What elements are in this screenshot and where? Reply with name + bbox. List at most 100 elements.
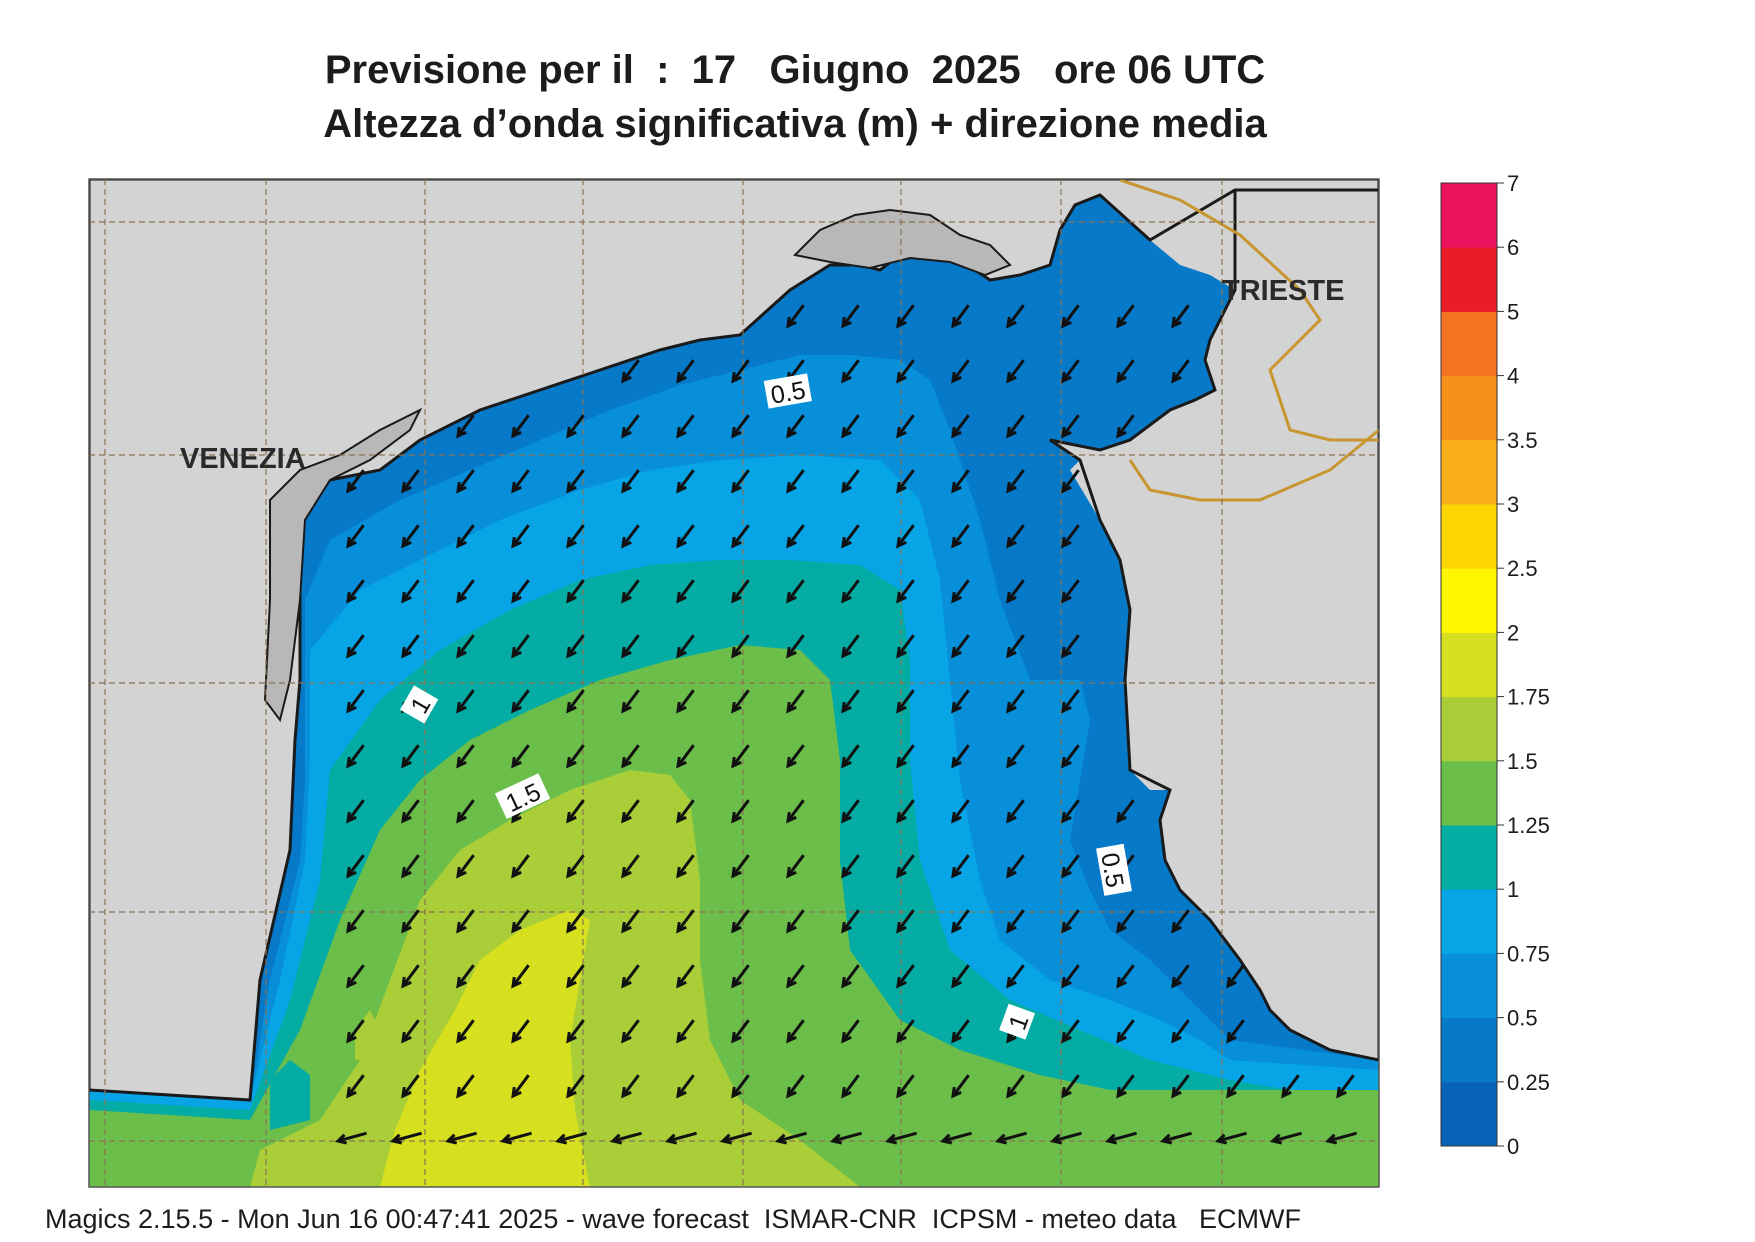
direction-arrow (841, 964, 860, 989)
direction-arrow (511, 854, 530, 879)
direction-arrow (786, 304, 805, 329)
direction-arrow (841, 359, 860, 384)
direction-arrow (786, 634, 805, 659)
direction-arrow (621, 854, 640, 879)
direction-arrow (621, 359, 640, 384)
colorbar-swatch (1441, 953, 1497, 1019)
direction-arrow (731, 634, 750, 659)
city-label-venezia: VENEZIA (180, 443, 306, 475)
istria-land (1049, 179, 1379, 1062)
direction-arrow (346, 524, 365, 549)
colorbar-swatch (1441, 1081, 1497, 1147)
direction-arrow (731, 359, 750, 384)
direction-arrow (621, 579, 640, 604)
direction-arrow (786, 689, 805, 714)
direction-arrow (1006, 579, 1025, 604)
direction-arrow (676, 689, 695, 714)
contour-label-text: 0.5 (769, 376, 808, 410)
direction-arrow (841, 799, 860, 824)
direction-arrow (401, 744, 420, 769)
direction-arrow (676, 854, 695, 879)
colorbar-swatch (1441, 375, 1497, 441)
direction-arrow (1006, 689, 1025, 714)
direction-arrow (456, 1074, 475, 1099)
direction-arrow (951, 854, 970, 879)
direction-arrow (731, 1074, 750, 1099)
direction-arrow (896, 1019, 915, 1044)
direction-arrow (1006, 359, 1025, 384)
direction-arrow (896, 359, 915, 384)
direction-arrow (896, 689, 915, 714)
direction-arrow (566, 524, 585, 549)
direction-arrow (1226, 1019, 1245, 1044)
direction-arrow (1061, 579, 1080, 604)
direction-arrow (621, 1074, 640, 1099)
direction-arrow (1116, 799, 1135, 824)
direction-arrow (951, 634, 970, 659)
direction-arrow (1061, 359, 1080, 384)
direction-arrow (786, 964, 805, 989)
direction-arrow (456, 634, 475, 659)
direction-arrow (676, 964, 695, 989)
direction-arrow (1116, 964, 1135, 989)
border-line (1119, 179, 1379, 502)
direction-arrow (786, 579, 805, 604)
colorbar-swatch (1441, 825, 1497, 890)
direction-arrow (896, 414, 915, 439)
venice-lagoon (263, 407, 423, 723)
direction-arrow (896, 469, 915, 494)
direction-arrow (951, 1019, 970, 1044)
direction-arrow (786, 414, 805, 439)
direction-arrow (1061, 1074, 1080, 1099)
colorbar-tick-label: 3 (1507, 492, 1519, 517)
direction-arrow (1159, 1131, 1192, 1145)
direction-arrow (621, 964, 640, 989)
direction-arrow (841, 744, 860, 769)
direction-arrow (456, 744, 475, 769)
direction-arrow (1006, 304, 1025, 329)
marsh (792, 208, 1012, 277)
direction-arrow (1214, 1131, 1247, 1145)
direction-arrow (841, 1019, 860, 1044)
colorbar-swatch (1441, 568, 1497, 633)
direction-arrow (1006, 909, 1025, 934)
direction-arrow (1061, 414, 1080, 439)
lagoon (270, 1060, 310, 1130)
colorbar-tick-label: 1.5 (1507, 749, 1538, 774)
direction-arrow (1006, 964, 1025, 989)
direction-arrow (346, 579, 365, 604)
title-line-1: Previsione per il : 17 Giugno 2025 ore 0… (324, 48, 1266, 92)
contour-label-text: 0.5 (1095, 851, 1129, 890)
direction-arrow (346, 634, 365, 659)
direction-arrow (664, 1131, 697, 1145)
direction-arrow (676, 1074, 695, 1099)
direction-arrow (566, 634, 585, 659)
direction-arrow (456, 414, 475, 439)
direction-arrow (1104, 1131, 1137, 1145)
colorbar-tick-label: 0.75 (1507, 941, 1550, 966)
direction-arrow (456, 909, 475, 934)
map-frame (88, 178, 1380, 1188)
direction-arrow (621, 524, 640, 549)
direction-arrow (456, 469, 475, 494)
direction-arrow (884, 1131, 917, 1145)
direction-arrow (841, 469, 860, 494)
colorbar-tick-label: 0.25 (1507, 1070, 1550, 1095)
direction-arrow (621, 469, 640, 494)
direction-arrow (896, 304, 915, 329)
direction-arrow (786, 1019, 805, 1044)
direction-arrow (401, 854, 420, 879)
contour-label: 0.5 (763, 373, 812, 410)
direction-arrow (1061, 304, 1080, 329)
direction-arrow (566, 689, 585, 714)
colorbar-swatch (1441, 696, 1497, 762)
direction-arrow (609, 1131, 642, 1145)
direction-arrow (951, 579, 970, 604)
direction-arrow (346, 1019, 365, 1044)
direction-arrow (719, 1131, 752, 1145)
direction-arrow (346, 469, 365, 494)
colorbar-swatch (1441, 311, 1497, 377)
direction-arrow (346, 909, 365, 934)
direction-arrow (1281, 1074, 1300, 1099)
direction-arrow (566, 469, 585, 494)
